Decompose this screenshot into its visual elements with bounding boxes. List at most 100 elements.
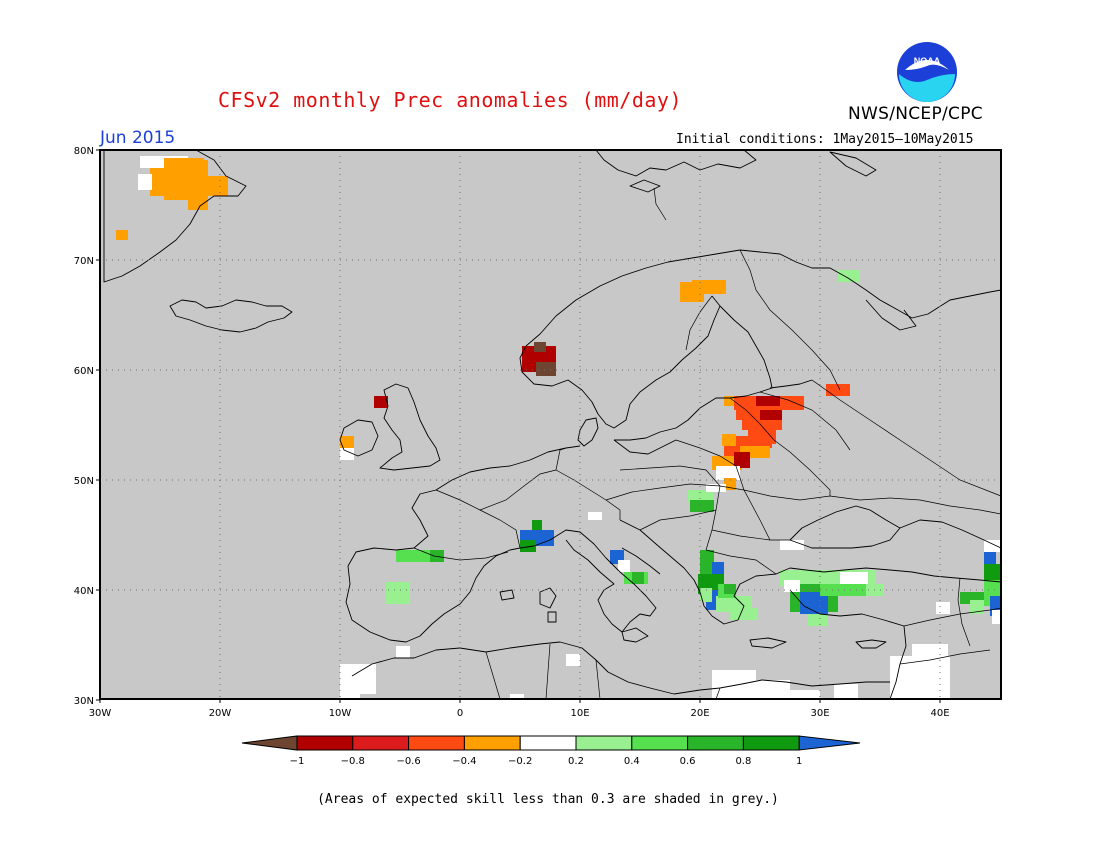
anomaly-cell: [734, 452, 750, 468]
anomaly-cell: [688, 490, 714, 502]
anomaly-cell: [780, 540, 804, 550]
colorbar-tick-label: −0.8: [341, 756, 365, 767]
anomaly-cell: [206, 176, 228, 196]
anomaly-cell: [510, 694, 524, 699]
anomaly-cell: [396, 646, 410, 658]
colorbar-tick-label: 0.8: [735, 756, 751, 767]
lon-label: 40E: [930, 708, 949, 719]
anomaly-cell: [838, 270, 860, 282]
anomaly-cell: [724, 396, 736, 406]
anomaly-cell: [800, 592, 828, 614]
lon-label: 10E: [570, 708, 589, 719]
anomaly-cell: [386, 582, 410, 604]
colorbar-tick-label: −1: [290, 756, 305, 767]
colorbar-box: [519, 735, 577, 751]
agency-label: NWS/NCEP/CPC: [848, 104, 983, 124]
anomaly-cell: [936, 602, 950, 614]
anomaly-cell: [520, 540, 536, 552]
noaa-logo-icon: NOAA: [897, 42, 957, 102]
logo-text: NOAA: [914, 56, 941, 66]
skill-note: (Areas of expected skill less than 0.3 a…: [317, 792, 779, 807]
anomaly-cell: [706, 484, 726, 492]
colorbar-box: [408, 735, 465, 751]
colorbar-box: [352, 735, 410, 751]
anomaly-cell: [150, 168, 170, 196]
anomaly-cell: [532, 520, 542, 530]
anomaly-cell: [826, 384, 850, 396]
anomaly-cell: [992, 610, 1001, 624]
coastlines: [103, 149, 1002, 700]
map-area: 80N 70N 60N 50N 40N 30N 30W 20W 10W 0 10E 20E 30E 40…: [74, 146, 1002, 719]
forecast-month: Jun 2015: [100, 128, 176, 148]
anomaly-cell: [374, 396, 388, 408]
anomaly-cell: [536, 362, 556, 376]
anomaly-cell: [722, 434, 736, 446]
anomaly-cell: [840, 572, 868, 584]
anomaly-cell: [700, 588, 712, 602]
anomaly-cell: [756, 396, 780, 408]
lat-label: 40N: [74, 586, 94, 597]
lon-label: 10W: [329, 708, 352, 719]
colorbar-box: [575, 735, 633, 751]
anomaly-cell: [690, 500, 714, 512]
anomaly-cell: [430, 550, 444, 562]
colorbar-tick-label: 0.6: [680, 756, 696, 767]
colorbar-arrow-left: [241, 735, 298, 751]
anomaly-cell: [618, 560, 630, 572]
anomaly-cell: [736, 436, 772, 448]
anomaly-cell: [340, 686, 360, 699]
anomaly-cell: [984, 540, 1001, 552]
colorbar-box: [463, 735, 521, 751]
colorbar: −1 −0.8 −0.6 −0.4 −0.2 0.2 0.4 0.6 0.8 1: [241, 735, 861, 767]
map-frame: [99, 149, 1002, 700]
lat-label: 30N: [74, 696, 94, 707]
anomaly-cell: [760, 690, 820, 699]
anomaly-cell: [566, 654, 580, 666]
initial-conditions: Initial conditions: 1May2015—10May2015: [676, 132, 974, 147]
colorbar-boxes: [241, 735, 861, 751]
lat-labels: 80N 70N 60N 50N 40N 30N: [74, 146, 94, 707]
anomaly-cell: [340, 448, 354, 460]
lon-label: 30W: [89, 708, 112, 719]
anomaly-cell: [700, 550, 714, 574]
anomaly-cell: [990, 596, 1001, 616]
anomaly-cell: [808, 614, 828, 626]
colorbar-tick-label: 1: [796, 756, 802, 767]
colorbar-tick-label: −0.4: [452, 756, 476, 767]
anomaly-cell: [984, 552, 996, 564]
lon-label: 0: [457, 708, 463, 719]
colorbar-box: [296, 735, 354, 751]
country-borders: [413, 187, 1002, 700]
lon-label: 20W: [209, 708, 232, 719]
colorbar-tick-label: 0.4: [624, 756, 640, 767]
lat-label: 50N: [74, 476, 94, 487]
lon-label: 30E: [810, 708, 829, 719]
lat-label: 70N: [74, 256, 94, 267]
anomaly-cell: [340, 436, 354, 448]
axis-ticks: [96, 149, 941, 703]
colorbar-tick-label: −0.2: [508, 756, 532, 767]
colorbar-box: [742, 735, 800, 751]
colorbar-tick-label: −0.6: [396, 756, 420, 767]
anomaly-cell: [534, 342, 546, 352]
anomaly-cell: [188, 160, 208, 210]
map-background: [100, 150, 1001, 699]
colorbar-box: [631, 735, 689, 751]
colorbar-arrow-right: [798, 735, 861, 751]
anomaly-cell: [784, 580, 800, 592]
anomaly-cell: [138, 174, 152, 190]
lon-labels: 30W 20W 10W 0 10E 20E 30E 40E: [89, 708, 950, 719]
anomaly-cell: [632, 572, 644, 584]
anomaly-cell: [588, 512, 602, 520]
anomaly-cell: [724, 584, 736, 594]
anomaly-cell: [116, 230, 128, 240]
anomaly-cell: [716, 466, 740, 480]
anomaly-cell: [692, 280, 726, 294]
anomaly-cell: [742, 420, 782, 430]
anomaly-cell: [984, 564, 1001, 580]
chart-title: CFSv2 monthly Prec anomalies (mm/day): [217, 88, 683, 112]
colorbar-tick-label: 0.2: [568, 756, 584, 767]
lon-label: 20E: [690, 708, 709, 719]
gridlines: [100, 150, 1001, 699]
